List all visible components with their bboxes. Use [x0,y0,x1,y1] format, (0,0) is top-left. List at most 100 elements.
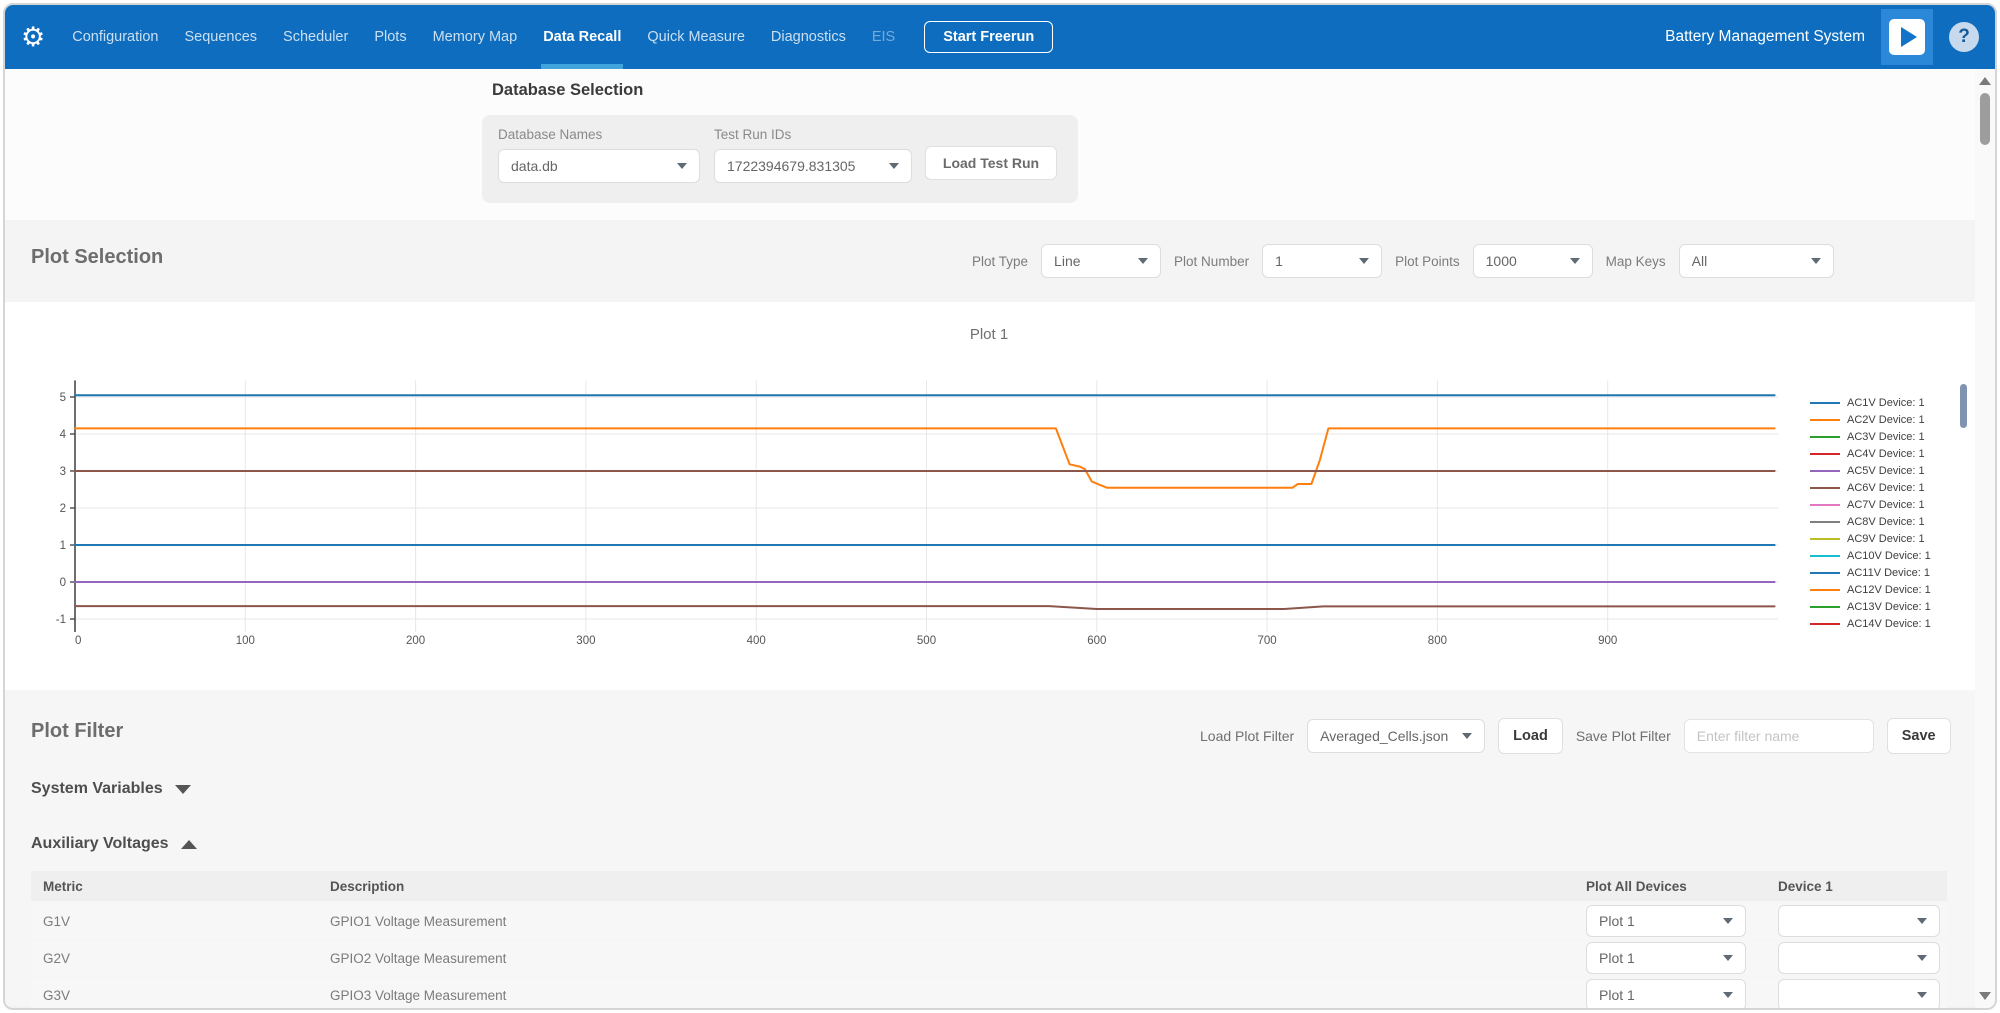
legend-item[interactable]: AC13V Device: 1 [1810,598,1931,615]
plot-points-label: Plot Points [1395,253,1460,269]
play-button[interactable] [1881,9,1933,65]
legend-item[interactable]: AC2V Device: 1 [1810,411,1931,428]
gear-icon[interactable]: ⚙ [21,21,46,52]
chevron-down-icon [1723,918,1733,924]
plot-all-devices-dropdown-g2v[interactable]: Plot 1 [1586,942,1746,974]
test-run-ids-group: Test Run IDs 1722394679.831305 [714,127,912,183]
svg-text:500: 500 [917,635,936,647]
chevron-down-icon [1723,955,1733,961]
legend-label: AC6V Device: 1 [1847,481,1925,494]
legend-item[interactable]: AC14V Device: 1 [1810,615,1931,632]
play-icon [1889,19,1925,55]
plot-filter-heading: Plot Filter [31,720,124,742]
nav-item-configuration[interactable]: Configuration [72,29,159,45]
app-title: Battery Management System [1665,28,1865,45]
svg-text:0: 0 [60,577,66,589]
legend-line-swatch [1810,605,1840,608]
help-icon[interactable]: ? [1949,22,1979,52]
device-1-dropdown-g1v[interactable] [1778,905,1940,937]
load-plot-filter-label: Load Plot Filter [1200,728,1295,744]
top-navbar: ⚙ Configuration Sequences Scheduler Plots Me… [5,5,1995,69]
database-names-dropdown[interactable]: data.db [498,149,700,183]
system-variables-toggle[interactable]: System Variables [31,780,191,798]
device-1-dropdown-g3v[interactable] [1778,979,1940,1008]
device-1-cell [1766,905,1947,937]
legend-label: AC9V Device: 1 [1847,532,1925,545]
svg-text:100: 100 [236,635,255,647]
svg-text:4: 4 [60,429,67,441]
auxiliary-voltages-toggle[interactable]: Auxiliary Voltages [31,835,197,853]
legend-item[interactable]: AC1V Device: 1 [1810,394,1931,411]
column-header-description: Description [330,878,405,894]
legend-label: AC3V Device: 1 [1847,430,1925,443]
device-1-dropdown-g2v[interactable] [1778,942,1940,974]
plot-all-devices-dropdown-g3v[interactable]: Plot 1 [1586,979,1746,1008]
chevron-up-icon [180,839,197,849]
legend-item[interactable]: AC8V Device: 1 [1810,513,1931,530]
table-header-row: Metric Description Plot All Devices Devi… [31,871,1947,901]
svg-text:-1: -1 [56,614,66,626]
plot-chart[interactable]: -1 0 1 2 3 4 5 0 100 200 300 400 500 600 700 800 900 [39,374,1799,654]
plot-all-devices-dropdown-g3v-value: Plot 1 [1599,987,1635,1003]
svg-text:3: 3 [60,466,66,478]
plot-all-devices-dropdown-g1v[interactable]: Plot 1 [1586,905,1746,937]
svg-text:2: 2 [60,503,66,515]
nav-item-plots[interactable]: Plots [374,29,407,45]
metric-cell: G3V [43,987,71,1003]
legend-item[interactable]: AC5V Device: 1 [1810,462,1931,479]
metric-cell: G1V [43,913,71,929]
page-scrollbar[interactable] [1975,69,1995,1008]
test-run-ids-label: Test Run IDs [714,127,792,142]
scroll-down-icon[interactable] [1979,992,1991,1000]
start-freerun-button[interactable]: Start Freerun [924,21,1054,53]
load-plot-filter-dropdown[interactable]: Averaged_Cells.json [1307,719,1486,753]
chart-legend: AC1V Device: 1 AC2V Device: 1 AC3V Device:… [1810,394,1931,632]
legend-label: AC12V Device: 1 [1847,583,1931,596]
nav-item-memory-map[interactable]: Memory Map [432,29,518,45]
nav-item-sequences[interactable]: Sequences [184,29,258,45]
plot-number-dropdown[interactable]: 1 [1262,244,1383,278]
nav-item-scheduler[interactable]: Scheduler [283,29,349,45]
legend-line-swatch [1810,622,1840,625]
load-filter-button[interactable]: Load [1498,718,1563,754]
legend-item[interactable]: AC12V Device: 1 [1810,581,1931,598]
svg-text:200: 200 [406,635,425,647]
legend-item[interactable]: AC6V Device: 1 [1810,479,1931,496]
legend-item[interactable]: AC4V Device: 1 [1810,445,1931,462]
legend-item[interactable]: AC11V Device: 1 [1810,564,1931,581]
chevron-down-icon [677,163,687,169]
legend-label: AC2V Device: 1 [1847,413,1925,426]
chevron-down-icon [1138,258,1149,264]
nav-item-diagnostics[interactable]: Diagnostics [770,29,846,45]
plot-type-dropdown[interactable]: Line [1041,244,1162,278]
plot-type-dropdown-value: Line [1054,253,1081,269]
legend-line-swatch [1810,452,1840,455]
nav-item-eis[interactable]: EIS [871,29,896,45]
legend-scrollbar-thumb[interactable] [1960,384,1967,428]
save-filter-button[interactable]: Save [1886,718,1951,754]
legend-item[interactable]: AC9V Device: 1 [1810,530,1931,547]
map-keys-dropdown[interactable]: All [1678,244,1834,278]
legend-line-swatch [1810,554,1840,557]
legend-label: AC8V Device: 1 [1847,515,1925,528]
database-selection-heading: Database Selection [492,81,644,99]
nav-left: ⚙ Configuration Sequences Scheduler Plots Me… [21,5,1054,69]
chevron-down-icon [1462,733,1473,739]
legend-label: AC7V Device: 1 [1847,498,1925,511]
legend-line-swatch [1810,503,1840,506]
test-run-ids-dropdown[interactable]: 1722394679.831305 [714,149,912,183]
scrollbar-thumb[interactable] [1980,93,1990,145]
legend-item[interactable]: AC3V Device: 1 [1810,428,1931,445]
nav-item-data-recall[interactable]: Data Recall [530,5,634,69]
legend-item[interactable]: AC7V Device: 1 [1810,496,1931,513]
load-test-run-button[interactable]: Load Test Run [925,146,1057,180]
save-filter-name-input[interactable] [1683,719,1874,753]
chevron-down-icon [1917,955,1927,961]
plot-points-dropdown[interactable]: 1000 [1472,244,1593,278]
legend-item[interactable]: AC10V Device: 1 [1810,547,1931,564]
database-selection-section: Database Selection Database Names data.d… [5,69,1975,220]
scroll-up-icon[interactable] [1979,77,1991,85]
plot-all-devices-dropdown-g1v-value: Plot 1 [1599,913,1635,929]
nav-item-quick-measure[interactable]: Quick Measure [647,29,745,45]
legend-label: AC1V Device: 1 [1847,396,1925,409]
